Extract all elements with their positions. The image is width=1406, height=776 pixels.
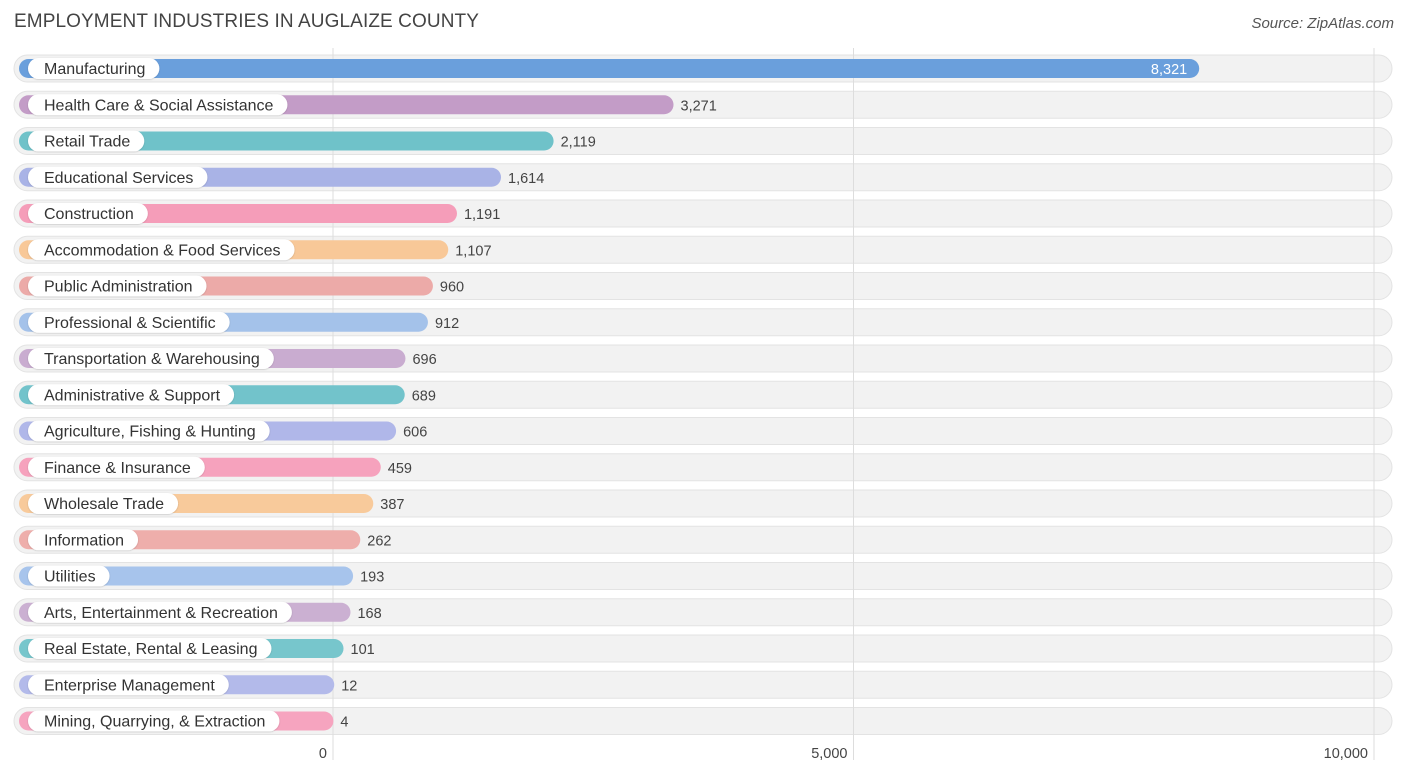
value-label: 912 <box>435 316 459 332</box>
value-label: 262 <box>367 533 391 549</box>
category-label-pill <box>28 384 235 406</box>
category-label: Public Administration <box>44 279 193 296</box>
category-label-pill <box>28 529 139 551</box>
category-label-pill <box>28 456 205 478</box>
category-label-pill <box>28 311 230 333</box>
category-label-pill <box>28 493 179 514</box>
category-label-pill <box>28 275 207 297</box>
category-label: Finance & Insurance <box>44 460 191 477</box>
value-label: 1,191 <box>464 207 500 223</box>
category-label-pill <box>28 601 292 623</box>
bar-track <box>13 670 1393 699</box>
value-label: 3,271 <box>681 98 717 114</box>
value-label: 168 <box>357 606 381 622</box>
category-label: Enterprise Management <box>44 677 215 694</box>
bar <box>19 131 554 151</box>
category-label: Wholesale Trade <box>44 496 164 513</box>
value-label: 12 <box>341 678 357 694</box>
category-label-pill <box>28 94 288 116</box>
category-label: Arts, Entertainment & Recreation <box>44 605 278 622</box>
category-label-pill <box>28 420 270 442</box>
value-label: 4 <box>340 715 348 731</box>
category-label-pill <box>28 166 208 188</box>
x-tick-label: 5,000 <box>811 746 847 762</box>
bar-track <box>13 525 1393 554</box>
value-label: 1,107 <box>455 243 491 259</box>
category-label: Transportation & Warehousing <box>44 351 260 368</box>
category-label: Manufacturing <box>44 61 145 78</box>
category-label: Real Estate, Rental & Leasing <box>44 641 257 658</box>
category-label-pill <box>28 130 145 152</box>
value-label: 193 <box>360 570 384 586</box>
category-label: Agriculture, Fishing & Hunting <box>44 424 256 441</box>
value-label: 689 <box>412 388 436 404</box>
bar-track <box>13 707 1393 735</box>
category-label-pill <box>28 239 295 261</box>
category-label: Construction <box>44 206 134 223</box>
category-label: Retail Trade <box>44 134 130 151</box>
category-label: Information <box>44 532 124 549</box>
bar-track <box>13 598 1393 627</box>
category-label-pill <box>28 638 272 659</box>
chart-title: EMPLOYMENT INDUSTRIES IN AUGLAIZE COUNTY <box>14 11 480 32</box>
category-label: Professional & Scientific <box>44 315 216 332</box>
category-label: Health Care & Social Assistance <box>44 97 274 114</box>
value-label: 606 <box>403 425 427 441</box>
value-label: 101 <box>351 642 375 658</box>
bar-track <box>13 634 1393 663</box>
value-label: 387 <box>380 497 404 513</box>
category-label: Accommodation & Food Services <box>44 242 281 259</box>
category-label: Administrative & Support <box>44 387 221 404</box>
category-label-pill <box>28 710 280 732</box>
chart-source: Source: ZipAtlas.com <box>1251 15 1394 32</box>
value-label: 459 <box>388 461 412 477</box>
category-label-pill <box>28 58 160 79</box>
bar-track <box>13 562 1393 590</box>
category-label-pill <box>28 348 274 369</box>
value-label: 2,119 <box>561 135 596 151</box>
value-label: 696 <box>412 352 436 368</box>
category-label: Educational Services <box>44 170 193 187</box>
x-tick-label: 10,000 <box>1324 746 1368 762</box>
x-tick-label: 0 <box>319 746 327 762</box>
value-label: 960 <box>440 280 464 296</box>
category-label-pill <box>28 565 110 587</box>
category-label-pill <box>28 203 148 224</box>
value-label: 8,321 <box>1151 62 1187 78</box>
category-label-pill <box>28 674 229 696</box>
category-label: Mining, Quarrying, & Extraction <box>44 714 265 731</box>
bar <box>19 59 1200 78</box>
value-label: 1,614 <box>508 171 544 187</box>
category-label: Utilities <box>44 569 96 586</box>
